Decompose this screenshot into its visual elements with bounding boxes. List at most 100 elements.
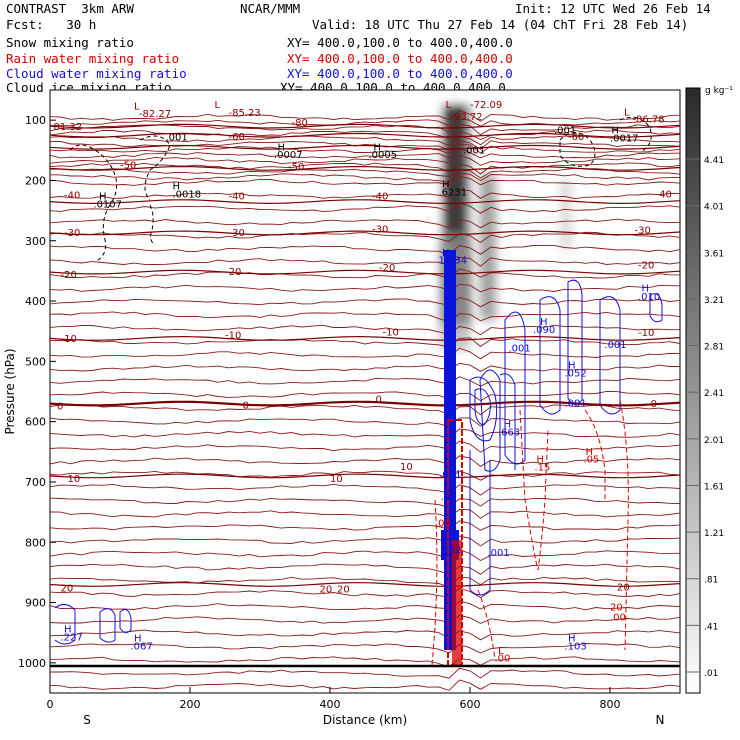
isotherm--70 (49, 132, 681, 138)
y-tick-label: 400 (25, 295, 46, 308)
contour-label: H (504, 420, 512, 431)
legend-cloud-water: Cloud water mixing ratio (6, 66, 187, 81)
org-label: NCAR/MMM (240, 1, 301, 16)
rain-contour (431, 499, 438, 666)
x-tick-label: 600 (460, 698, 481, 711)
contour-label: -20 (638, 260, 654, 271)
contour-label: -10 (225, 330, 241, 341)
temperature-contour-line (50, 667, 681, 679)
cloud-water-contour (649, 293, 663, 323)
cloud-water-contour (99, 608, 116, 643)
temperature-contour-line (49, 311, 681, 322)
project-title: CONTRAST 3km ARW (6, 1, 134, 16)
colorbar-tick-label: 2.41 (704, 389, 724, 399)
contour-label: .227 (61, 633, 83, 644)
temperature-contour-line (49, 172, 681, 183)
temperature-contour-line (49, 324, 680, 336)
rain-contour (619, 399, 629, 651)
y-tick-label: 1000 (18, 657, 46, 670)
contour-label: .001 (509, 344, 531, 355)
contour-label: H (99, 192, 107, 203)
contour-label: -60 (229, 132, 245, 143)
cloud-water-contour (469, 376, 498, 442)
contour-label: -50 (288, 162, 304, 173)
temperature-contour-line (49, 376, 681, 387)
contour-label: .001 (488, 548, 510, 559)
ice-contour (149, 204, 156, 246)
temperature-contour-line (49, 147, 681, 159)
colorbar-tick-label: 3.21 (704, 296, 724, 306)
cloud-water-contour (504, 311, 526, 465)
contour-label: 0 (57, 402, 63, 413)
temperature-contour-line (49, 497, 681, 508)
cloud-water-contour (479, 369, 501, 472)
contour-label: -10 (638, 328, 654, 339)
temperature-contour-line (49, 549, 681, 562)
colorbar-tick-label: .81 (704, 576, 718, 586)
x-tick-label: 0 (47, 698, 54, 711)
contour-label: .15 (534, 462, 550, 473)
contour-label: .001 (463, 145, 485, 156)
ice-contour (139, 135, 171, 201)
contour-label: .001 (565, 399, 587, 410)
y-tick-label: 200 (25, 174, 46, 187)
y-tick-label: 800 (25, 536, 46, 549)
contour-label: .00 (495, 654, 511, 665)
temperature-contour-line (49, 283, 681, 293)
temperature-contour-line (49, 563, 681, 575)
contour-label: 20 (320, 584, 333, 595)
temperature-contour-line (49, 390, 681, 402)
colorbar-tick-label: 1.21 (704, 529, 724, 539)
contour-label: -50 (120, 160, 136, 171)
contour-label: L (498, 646, 504, 657)
plot-frame (49, 89, 681, 694)
contour-label: 1.034 (439, 256, 468, 267)
contour-label: L (446, 100, 452, 111)
legend-rain: Rain water mixing ratio (6, 51, 180, 66)
temperature-contour-line (49, 297, 681, 308)
isotherm-0 (49, 400, 681, 407)
contour-label: .067 (131, 642, 153, 653)
init-label: Init: 12 UTC Wed 26 Feb 14 (515, 1, 711, 16)
y-tick-label: 900 (25, 597, 46, 610)
contour-label: -93.72 (450, 112, 482, 123)
rain-contour (477, 589, 496, 661)
cloud-water-contour (567, 279, 583, 405)
isotherm--10 (49, 335, 681, 341)
contour-label: -10 (61, 334, 77, 345)
temperature-contour-line (49, 470, 681, 481)
contour-label: .052 (565, 368, 587, 379)
temperature-contour-line (49, 139, 681, 151)
ice-contour (69, 144, 118, 263)
contour-label: .090 (533, 325, 555, 336)
contour-label: .0005 (369, 150, 398, 161)
x-axis-title: Distance (km) (323, 713, 407, 727)
y-tick-label: 600 (25, 416, 46, 429)
contour-label: H (537, 455, 545, 466)
temperature-contour-line (49, 600, 681, 611)
y-tick-label: 300 (25, 235, 46, 248)
contour-label: .103 (565, 642, 587, 653)
contour-label: -30 (64, 228, 80, 239)
contour-label: H (173, 181, 181, 192)
temperature-contour-line (49, 189, 681, 200)
contour-label: -85.23 (229, 108, 261, 119)
valid-label: Valid: 18 UTC Thu 27 Feb 14 (04 ChT Fri … (312, 17, 689, 32)
contour-label: 20 (61, 584, 74, 595)
contour-label: L (134, 101, 140, 112)
temperature-contour-line (49, 155, 681, 166)
contour-label: -10 (383, 327, 399, 338)
temperature-contour-line (49, 535, 681, 547)
axes: 0 200 400 600 800100200300400500600700800900… (3, 114, 664, 727)
colorbar-tick-label: 1.61 (704, 482, 724, 492)
colorbar-tick-label: .01 (704, 669, 718, 679)
y-tick-label: 100 (25, 114, 46, 127)
temperature-contour-line (49, 202, 681, 214)
contour-label: H (442, 180, 450, 191)
temperature-contour-line (49, 176, 681, 186)
colorbar-tick-label: 3.61 (704, 249, 724, 259)
contour-label: -30 (229, 228, 245, 239)
contour-label: -40 (656, 189, 672, 200)
contour-label: -86.78 (632, 115, 664, 126)
